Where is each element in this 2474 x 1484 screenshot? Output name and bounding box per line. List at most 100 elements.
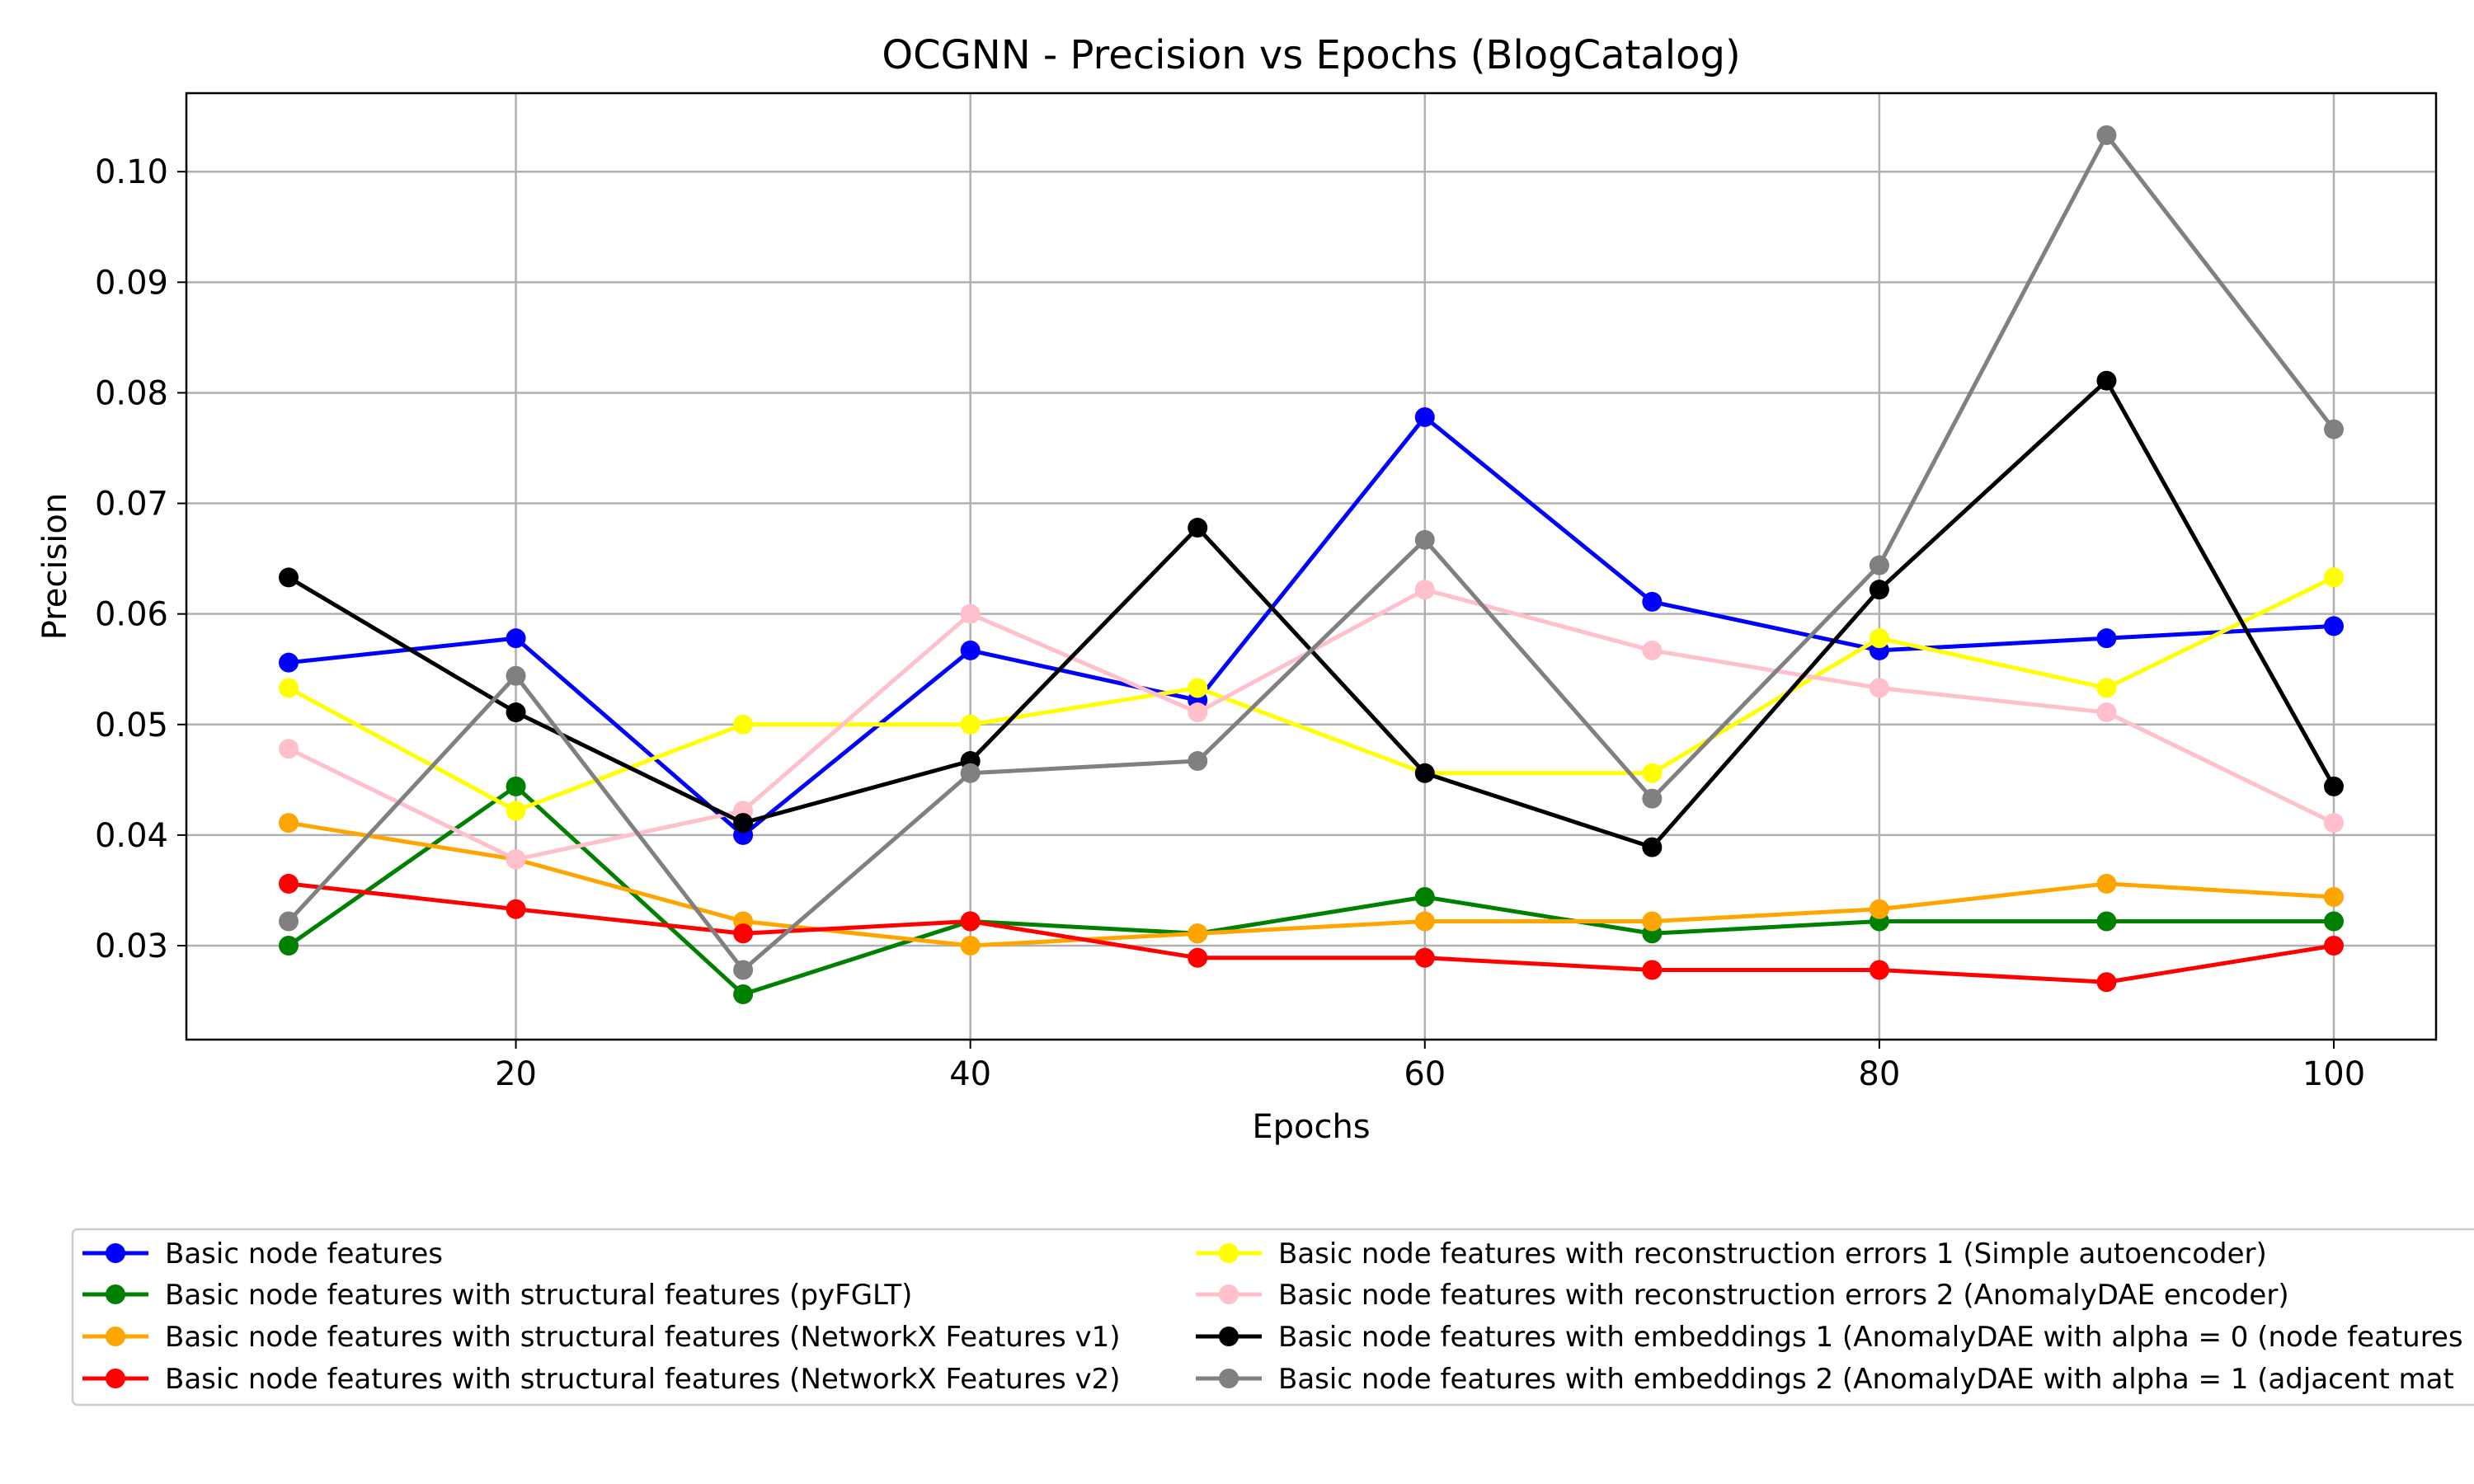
y-tick-label: 0.03 [95, 928, 168, 965]
data-point [279, 652, 299, 673]
data-point [279, 936, 299, 956]
data-point [279, 739, 299, 759]
data-point [2324, 813, 2344, 834]
data-point [1414, 529, 1435, 550]
legend-item: Basic node features with embeddings 2 (A… [1196, 1363, 2454, 1396]
data-point [2324, 616, 2344, 636]
data-point [1414, 911, 1435, 932]
data-point [1188, 702, 1208, 723]
data-point [1869, 580, 1889, 600]
data-point [1869, 678, 1889, 698]
data-point [1642, 591, 1663, 612]
data-point [1188, 678, 1208, 698]
legend-frame [71, 1228, 2474, 1407]
legend-marker [106, 1243, 125, 1263]
chart-title: OCGNN - Precision vs Epochs (BlogCatalog… [882, 32, 1740, 78]
data-point [1188, 751, 1208, 772]
data-point [733, 923, 754, 944]
legend-label: Basic node features with reconstruction … [1278, 1279, 2289, 1312]
series-line [288, 881, 2335, 984]
series-4 [279, 873, 2344, 993]
data-point [1188, 923, 1208, 944]
data-point [960, 763, 981, 783]
data-point [2324, 419, 2344, 439]
series-lines [279, 124, 2344, 1005]
legend-marker [106, 1327, 125, 1346]
data-point [733, 984, 754, 1005]
series-line [288, 415, 2335, 838]
data-point [1642, 911, 1663, 932]
data-point [2324, 936, 2344, 956]
grid-lines [186, 93, 2436, 1040]
axis-ticks: 20 40 60 80 100 0.03 0.04 0.05 0.06 0.07 0.08 0.09 0… [95, 153, 2365, 1093]
data-point [1869, 899, 1889, 919]
data-point [2324, 776, 2344, 796]
data-point [733, 813, 754, 834]
x-tick-label: 40 [949, 1055, 991, 1093]
data-point [1414, 886, 1435, 907]
data-point [2096, 124, 2117, 145]
data-point [733, 960, 754, 980]
x-axis-label: Epochs [1252, 1108, 1370, 1146]
legend-label: Basic node features with structural feat… [165, 1363, 1121, 1396]
data-point [506, 702, 526, 723]
legend-marker [1219, 1327, 1239, 1346]
x-tick-label: 100 [2302, 1055, 2365, 1093]
legend-marker [1219, 1369, 1239, 1388]
data-point [2096, 911, 2117, 932]
series-line [288, 820, 2335, 948]
legend-marker [106, 1284, 125, 1304]
legend-marker [1219, 1243, 1239, 1263]
y-tick-label: 0.06 [95, 596, 168, 634]
legend-item: Basic node features with embeddings 1 (A… [1196, 1321, 2463, 1354]
y-tick-label: 0.08 [95, 374, 168, 412]
data-point [960, 714, 981, 735]
legend-label: Basic node features [165, 1237, 443, 1270]
data-point [2096, 972, 2117, 993]
data-point [960, 911, 981, 932]
data-point [506, 665, 526, 686]
plot-frame [185, 92, 2438, 1041]
y-tick-label: 0.05 [95, 707, 168, 744]
data-point [506, 776, 526, 796]
data-point [506, 628, 526, 649]
y-axis-label: Precision [36, 493, 74, 640]
data-point [506, 899, 526, 919]
data-point [506, 849, 526, 870]
x-tick-label: 60 [1404, 1055, 1446, 1093]
legend-item: Basic node features with structural feat… [82, 1279, 912, 1312]
data-point [2096, 873, 2117, 894]
legend-item: Basic node features with structural feat… [82, 1321, 1121, 1354]
data-point [279, 678, 299, 698]
data-point [733, 714, 754, 735]
data-point [960, 936, 981, 956]
data-point [1642, 763, 1663, 783]
legend-item: Basic node features with reconstruction … [1196, 1279, 2289, 1312]
data-point [1869, 960, 1889, 980]
series-line [287, 133, 2335, 973]
legend-item: Basic node features with structural feat… [82, 1363, 1121, 1396]
data-point [960, 640, 981, 660]
x-tick-label: 20 [495, 1055, 537, 1093]
legend-label: Basic node features with embeddings 2 (A… [1278, 1363, 2454, 1396]
data-point [1414, 580, 1435, 600]
data-point [1642, 837, 1663, 857]
legend-label: Basic node features with embeddings 1 (A… [1278, 1321, 2463, 1354]
data-point [1869, 555, 1889, 575]
data-point [1642, 960, 1663, 980]
data-point [2096, 370, 2117, 391]
legend-marker [1219, 1284, 1239, 1304]
y-tick-label: 0.07 [95, 486, 168, 524]
data-point [1188, 947, 1208, 968]
legend: Basic node features Basic node features w… [71, 1228, 2474, 1407]
data-point [279, 567, 299, 588]
data-point [1642, 640, 1663, 660]
data-point [506, 801, 526, 821]
legend-item: Basic node features with reconstruction … [1196, 1237, 2267, 1270]
legend-marker [106, 1369, 125, 1388]
data-point [960, 603, 981, 624]
data-point [2324, 567, 2344, 588]
x-tick-label: 80 [1858, 1055, 1900, 1093]
y-tick-label: 0.04 [95, 817, 168, 855]
